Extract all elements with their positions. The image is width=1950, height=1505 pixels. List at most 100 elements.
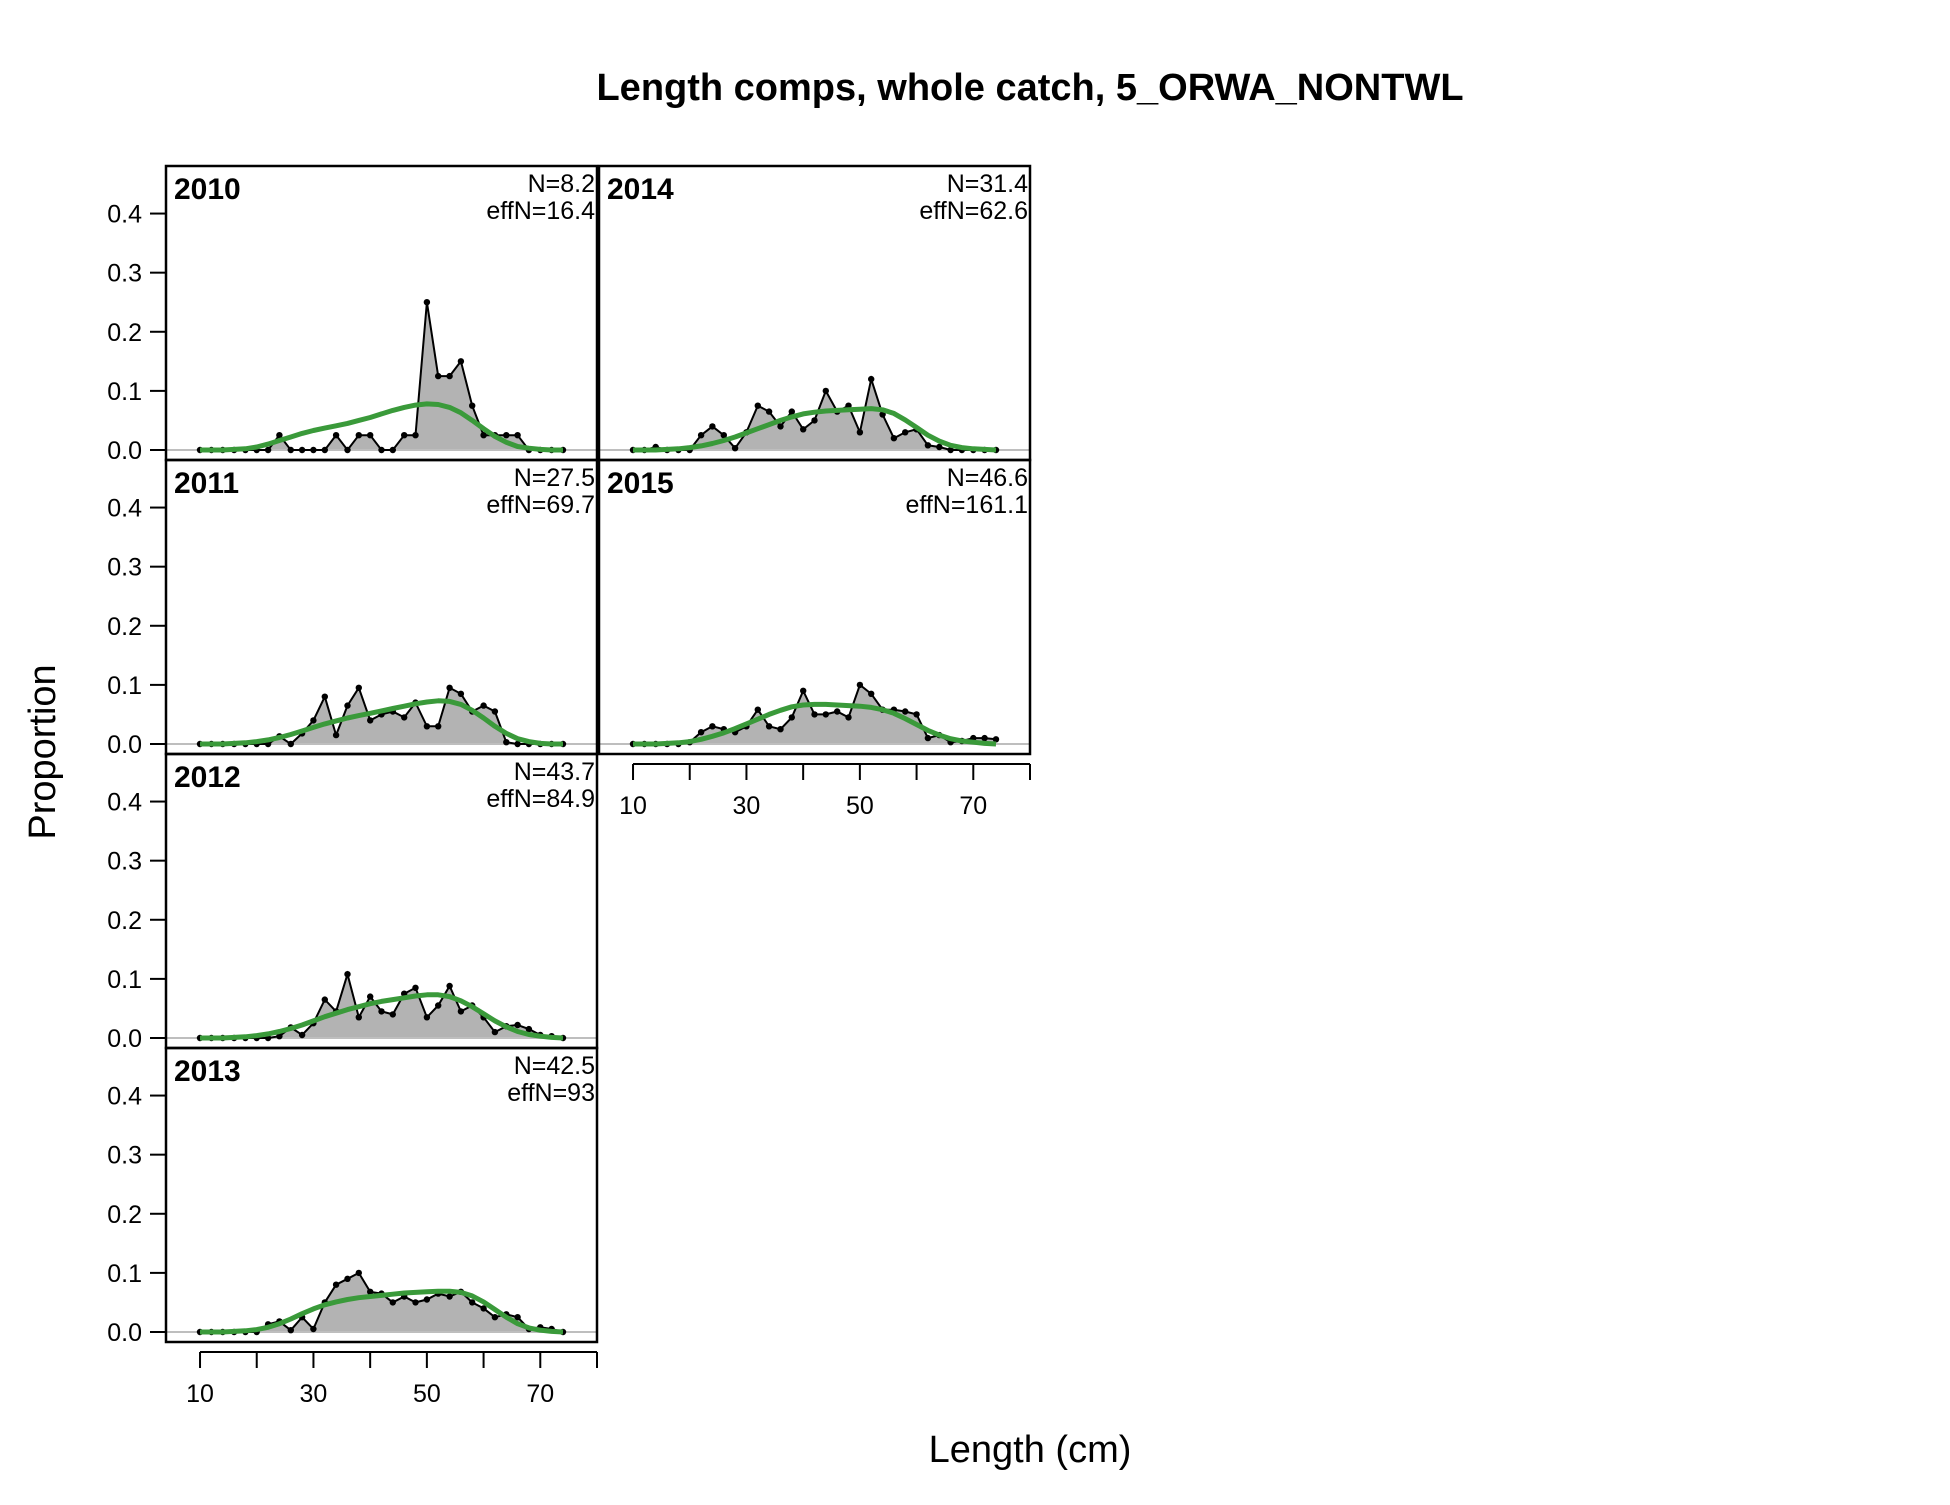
observed-point: [777, 423, 784, 430]
panel-year-label: 2010: [174, 173, 241, 206]
observed-point: [389, 1011, 396, 1018]
y-tick-label: 0.1: [107, 672, 142, 700]
observed-point: [754, 706, 761, 713]
observed-point: [800, 687, 807, 694]
chart-title: Length comps, whole catch, 5_ORWA_NONTWL: [596, 67, 1463, 109]
observed-point: [310, 446, 317, 454]
x-tick-label: 30: [300, 1380, 328, 1408]
observed-point: [924, 442, 932, 449]
expected-line: [200, 1288, 564, 1335]
observed-point: [446, 1293, 453, 1300]
y-tick-label: 0.4: [107, 201, 142, 229]
observed-point: [902, 429, 909, 436]
x-axis-right: 10 30 50 70: [619, 763, 1031, 820]
observed-point: [287, 446, 294, 454]
observed-point: [355, 1014, 362, 1021]
y-tick-label: 0.4: [107, 1083, 142, 1111]
panel-n-label: N=31.4: [947, 170, 1028, 198]
observed-point: [720, 432, 727, 439]
panel-effn-label: effN=161.1: [905, 491, 1028, 519]
observed-point: [457, 1008, 465, 1015]
expected-line: [633, 406, 997, 453]
y-tick-label: 0.2: [107, 907, 142, 935]
y-tick-label: 0.3: [107, 260, 142, 288]
observed-point: [457, 690, 465, 697]
observed-point: [389, 1299, 396, 1306]
observed-point: [423, 723, 431, 730]
x-tick-label: 70: [959, 792, 987, 820]
observed-point: [435, 1002, 442, 1009]
observed-point: [446, 372, 453, 380]
observed-point: [981, 734, 988, 742]
observed-point: [469, 402, 476, 409]
observed-point: [777, 726, 784, 733]
observed-point: [697, 729, 705, 736]
observed-point: [709, 723, 716, 730]
observed-point: [788, 408, 795, 415]
panel-n-label: N=27.5: [514, 464, 595, 492]
panel-n-label: N=43.7: [514, 758, 595, 786]
observed-point: [514, 1314, 521, 1321]
panel-effn-label: effN=16.4: [486, 197, 595, 225]
y-tick-label: 0.2: [107, 319, 142, 347]
y-tick-label: 0.4: [107, 495, 142, 523]
observed-point: [446, 684, 453, 691]
observed-point: [378, 446, 385, 454]
x-tick-label: 50: [413, 1380, 441, 1408]
observed-point: [276, 1033, 283, 1040]
observed-point: [503, 432, 510, 439]
observed-point: [401, 714, 408, 721]
x-axis-left: 10 30 50 70: [186, 1351, 598, 1408]
observed-point: [491, 1314, 499, 1321]
observed-point: [423, 299, 431, 306]
observed-point: [765, 408, 773, 415]
observed-point: [389, 446, 396, 454]
observed-line: [200, 302, 563, 452]
observed-point: [525, 1025, 533, 1033]
y-tick-label: 0.1: [107, 966, 142, 994]
observed-point: [811, 417, 818, 424]
observed-point: [834, 708, 841, 715]
observed-point: [503, 739, 510, 746]
observed-point: [845, 714, 852, 721]
panel-year-label: 2011: [174, 467, 239, 500]
observed-point: [822, 711, 829, 718]
observed-point: [856, 681, 864, 689]
x-tick-label: 10: [186, 1380, 214, 1408]
observed-area: [200, 302, 563, 450]
observed-point: [332, 731, 340, 739]
observed-point: [947, 446, 954, 454]
observed-point: [423, 1296, 431, 1303]
observed-point: [412, 1299, 419, 1306]
panel-effn-label: effN=84.9: [486, 785, 595, 813]
y-tick-label: 0.3: [107, 1142, 142, 1170]
expected-line: [200, 401, 563, 453]
observed-point: [457, 358, 465, 365]
y-tick-label: 0.1: [107, 378, 142, 406]
panel-effn-label: effN=62.6: [919, 197, 1028, 225]
y-tick-label: 0.0: [107, 437, 142, 465]
panel-n-label: N=8.2: [528, 170, 595, 198]
y-tick-label: 0.2: [107, 613, 142, 641]
observed-point: [480, 1305, 487, 1312]
observed-point: [298, 446, 306, 454]
observed-point: [344, 702, 351, 709]
observed-point: [344, 1275, 351, 1283]
observed-point: [310, 717, 317, 724]
observed-point: [480, 702, 487, 709]
observed-point: [913, 711, 920, 718]
observed-point: [264, 446, 272, 454]
observed-point: [924, 734, 932, 742]
observed-point: [800, 426, 807, 433]
y-tick-label: 0.3: [107, 554, 142, 582]
observed-point: [754, 402, 761, 409]
x-tick-label: 50: [846, 792, 874, 820]
observed-point: [412, 432, 419, 439]
